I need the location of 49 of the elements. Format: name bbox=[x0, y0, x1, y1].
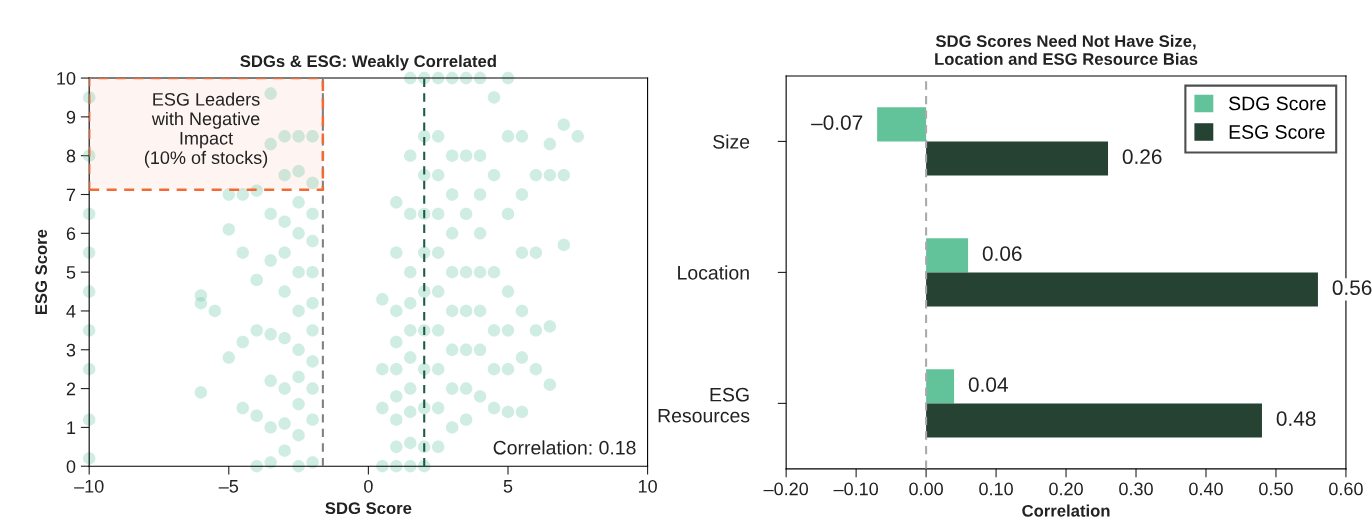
x-tick-label: –0.10 bbox=[833, 482, 879, 496]
y-tick-label: 0 bbox=[66, 460, 76, 473]
y-tick-label: 4 bbox=[66, 305, 76, 318]
x-tick-label: 0 bbox=[364, 479, 373, 493]
x-tick-label: 0.30 bbox=[1119, 482, 1153, 496]
legend-label: ESG Score bbox=[1229, 125, 1325, 139]
y-tick-label: 10 bbox=[57, 71, 76, 85]
x-tick-label: 0.00 bbox=[909, 482, 943, 496]
data-label: 0.26 bbox=[1122, 149, 1162, 165]
y-tick-label: 9 bbox=[66, 110, 76, 124]
x-tick-label: 0.20 bbox=[1049, 482, 1083, 496]
bar bbox=[926, 403, 1262, 438]
x-tick-label: 0.40 bbox=[1189, 482, 1223, 496]
annotation: Correlation: 0.18 bbox=[493, 440, 636, 455]
bar bbox=[926, 272, 1318, 307]
x-tick-label: 0.10 bbox=[979, 482, 1013, 496]
data-label: 0.48 bbox=[1276, 411, 1316, 426]
x-axis-title: SDG Score bbox=[325, 502, 412, 515]
data-label: 0.04 bbox=[968, 377, 1008, 392]
y-tick-label: 3 bbox=[66, 343, 76, 357]
y-tick-label: ESG Resources bbox=[658, 387, 750, 423]
chart-title: SDGs & ESG: Weakly Correlated bbox=[240, 54, 496, 71]
x-tick-label: 5 bbox=[503, 480, 513, 493]
x-tick-label: 0.50 bbox=[1259, 482, 1293, 496]
data-label: 0.06 bbox=[982, 246, 1022, 261]
y-tick-label: Size bbox=[713, 134, 750, 149]
bar bbox=[926, 369, 955, 404]
x-tick-label: –10 bbox=[74, 479, 104, 493]
x-tick-label: –5 bbox=[218, 480, 239, 493]
bar bbox=[926, 238, 969, 273]
bar bbox=[877, 107, 927, 142]
y-tick-label: 7 bbox=[66, 188, 76, 202]
legend-label: SDG Score bbox=[1229, 96, 1326, 111]
y-tick-label: 6 bbox=[66, 227, 76, 241]
data-label: 0.56 bbox=[1332, 280, 1372, 296]
y-tick-label: 8 bbox=[66, 149, 76, 163]
x-tick-label: 10 bbox=[638, 479, 657, 493]
x-tick-label: 0.60 bbox=[1329, 482, 1363, 496]
y-tick-label: 2 bbox=[66, 382, 76, 396]
data-label: –0.07 bbox=[811, 115, 863, 130]
y-tick-label: 5 bbox=[66, 266, 76, 279]
x-tick-label: –0.20 bbox=[763, 482, 809, 496]
chart-title: SDG Scores Need Not Have Size, Location and ESG Resource Bias bbox=[935, 34, 1198, 65]
y-axis-title: ESG Score bbox=[35, 229, 48, 315]
x-axis-title: Correlation bbox=[1022, 504, 1110, 517]
band-label: ESG Leaders with Negative Impact (10% of stocks) bbox=[144, 92, 268, 168]
y-tick-label: Location bbox=[678, 265, 749, 280]
y-tick-label: 1 bbox=[67, 421, 76, 434]
bar bbox=[926, 141, 1109, 176]
